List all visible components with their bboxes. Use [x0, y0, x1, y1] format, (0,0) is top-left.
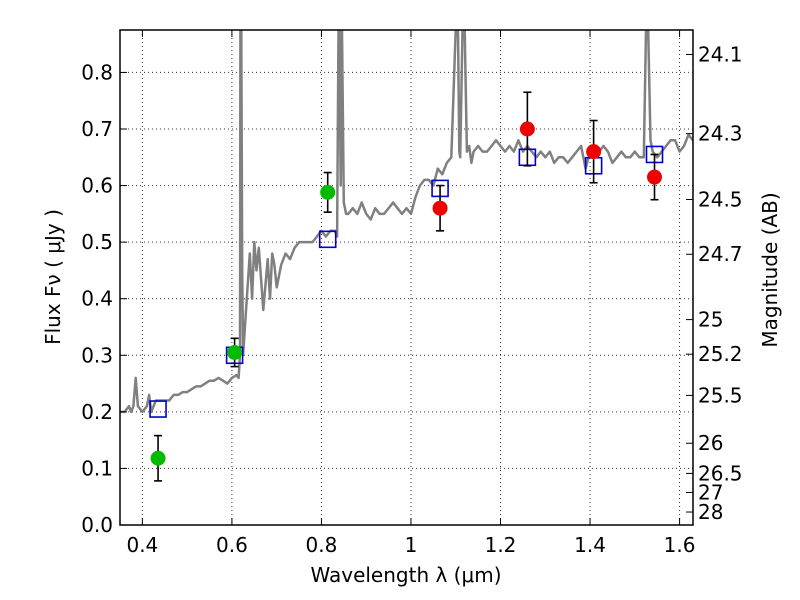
optical-point: [227, 344, 243, 360]
mag-tick-label: 24.5: [698, 187, 743, 211]
mag-tick-label: 24.1: [698, 42, 743, 66]
y-tick-label: 0.5: [81, 230, 113, 254]
y-tick-label: 0.7: [81, 117, 113, 141]
mag-tick-label: 28: [698, 500, 723, 524]
x-tick-label: 0.4: [126, 533, 158, 557]
mag-tick-label: 25.2: [698, 342, 743, 366]
y2-axis-title: Magnitude (AB): [758, 192, 782, 347]
x-tick-label: 1: [405, 533, 418, 557]
optical-point: [150, 450, 166, 466]
nir-point: [519, 121, 535, 137]
x-tick-label: 0.6: [216, 533, 248, 557]
x-tick-label: 1.4: [574, 533, 606, 557]
ticks: 0.4 0.6 0.8 1 1.2 1.4 1.6 0.0 0.1 0.2 0.3 0.4 0.5 0.6…: [81, 30, 743, 557]
x-axis-title: Wavelength λ (μm): [310, 563, 501, 587]
data-layer: [120, 30, 693, 482]
plot-background: [120, 30, 693, 525]
x-tick-label: 1.2: [485, 533, 517, 557]
nir-point: [647, 169, 663, 185]
y-tick-label: 0.0: [81, 513, 113, 537]
x-tick-label: 0.8: [306, 533, 338, 557]
mag-tick-label: 24.7: [698, 242, 743, 266]
plot-frame: [119, 29, 694, 526]
nir-point: [432, 200, 448, 216]
mag-tick-label: 25: [698, 308, 723, 332]
y-tick-label: 0.6: [81, 174, 113, 198]
mag-tick-label: 24.3: [698, 122, 743, 146]
y-tick-label: 0.4: [81, 287, 113, 311]
y-tick-label: 0.1: [81, 456, 113, 480]
mag-tick-label: 26: [698, 431, 723, 455]
model-photometry-square: [149, 400, 167, 418]
model-photometry-square: [318, 230, 337, 249]
mag-tick-label: 26.5: [698, 461, 743, 485]
mag-tick-label: 25.5: [698, 383, 743, 407]
y-tick-label: 0.3: [81, 343, 113, 367]
y-tick-label: 0.8: [81, 60, 113, 84]
optical-point: [320, 184, 336, 200]
x-tick-label: 1.6: [664, 533, 696, 557]
mag-tick-label: 27: [698, 480, 723, 504]
grid: [120, 30, 693, 526]
y-tick-label: 0.2: [81, 400, 113, 424]
y-axis-title: Flux Fν ( μJy ): [41, 209, 65, 345]
nir-point: [586, 144, 602, 160]
